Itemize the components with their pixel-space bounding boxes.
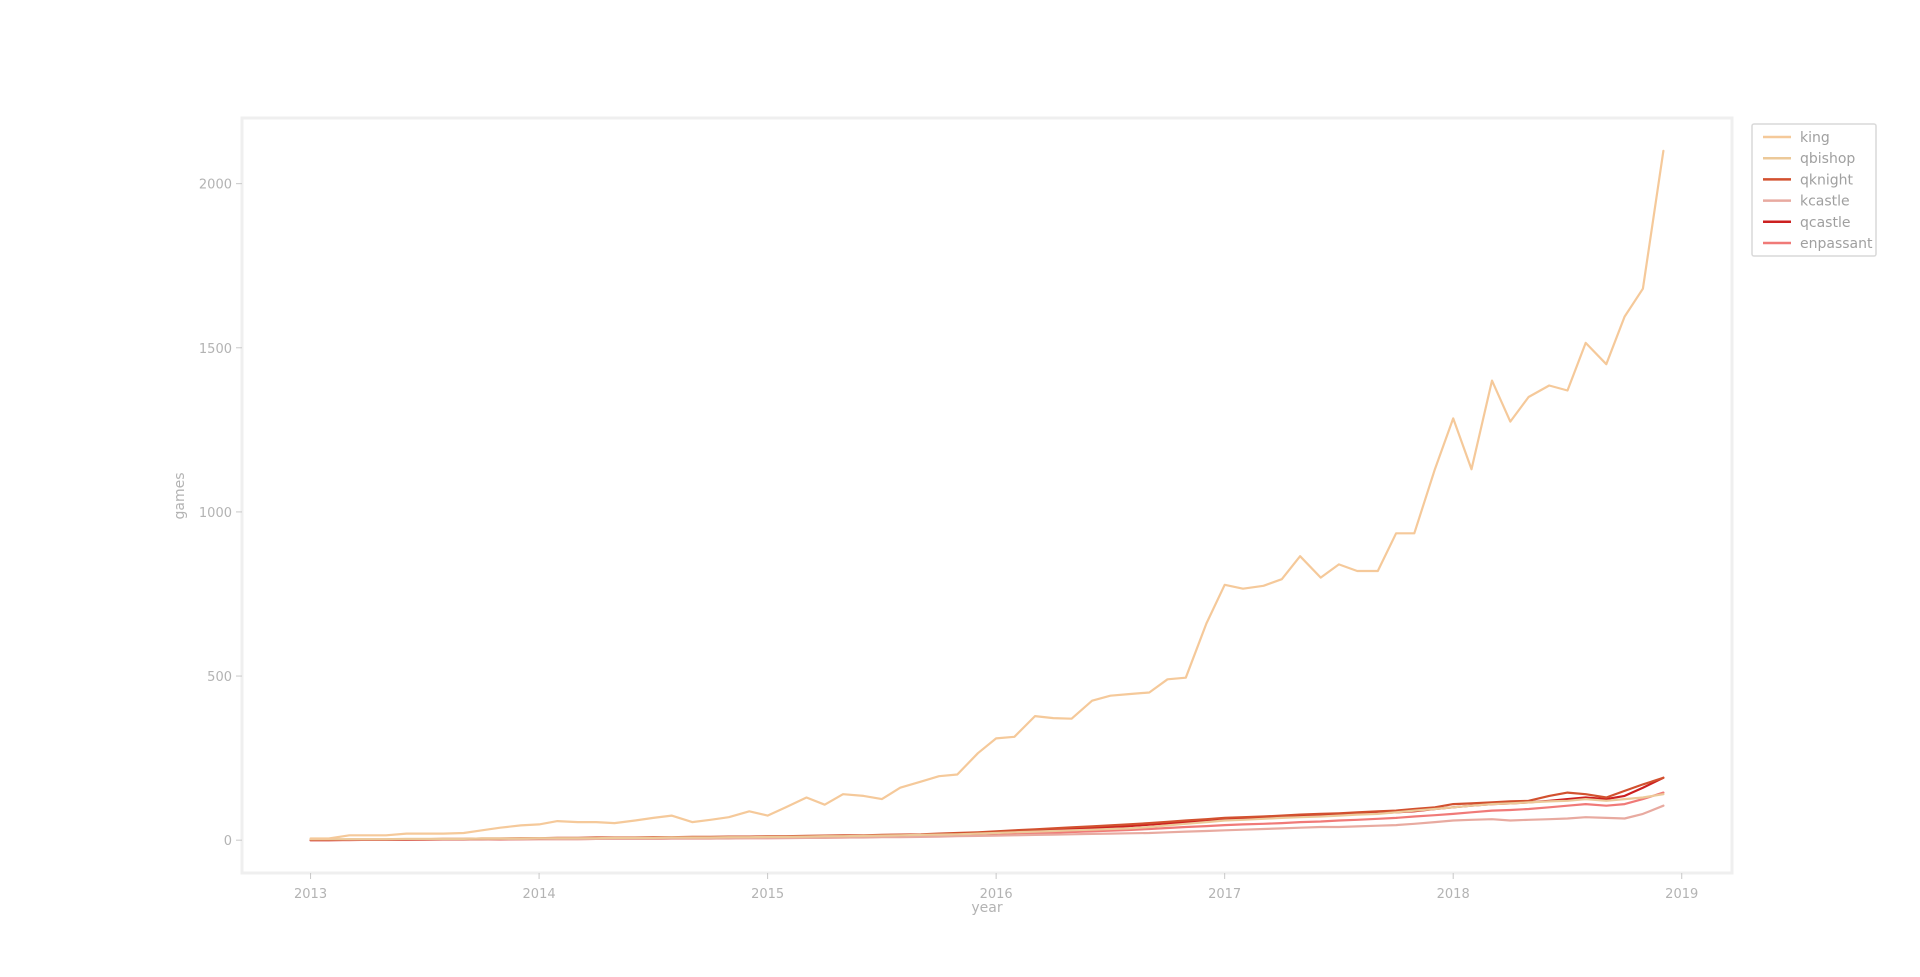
x-tick-label: 2014 <box>523 887 556 902</box>
series-lines <box>309 149 1665 842</box>
y-tick-label: 500 <box>207 670 232 685</box>
series-line-king <box>309 149 1665 840</box>
legend: king qbishop qknight kcastle qcastle enpassan… <box>1751 123 1877 257</box>
y-tick-label: 2000 <box>199 178 232 193</box>
y-axis-label: games <box>172 472 188 519</box>
legend-label-kcastle: kcastle <box>1800 194 1850 210</box>
legend-label-enpassant: enpassant <box>1800 236 1873 252</box>
x-tick-label: 2018 <box>1437 887 1470 902</box>
legend-label-qcastle: qcastle <box>1800 215 1850 231</box>
y-tick-label: 1000 <box>199 506 232 521</box>
plot-background <box>240 116 1734 875</box>
y-tick-label: 0 <box>224 834 232 849</box>
x-tick-label: 2013 <box>294 887 327 902</box>
y-axis: 0 500 1000 1500 2000 <box>199 178 242 849</box>
x-axis-label: year <box>971 900 1002 916</box>
legend-label-king: king <box>1800 130 1830 146</box>
x-tick-label: 2019 <box>1665 887 1698 902</box>
x-tick-label: 2017 <box>1208 887 1241 902</box>
legend-label-qbishop: qbishop <box>1800 151 1855 167</box>
x-axis: 2013 2014 2015 2016 2017 2018 2019 <box>294 873 1698 902</box>
legend-label-qknight: qknight <box>1800 172 1854 188</box>
y-tick-label: 1500 <box>199 342 232 357</box>
x-tick-label: 2016 <box>980 887 1013 902</box>
x-tick-label: 2015 <box>751 887 784 902</box>
series-line-qbishop <box>309 793 1665 841</box>
